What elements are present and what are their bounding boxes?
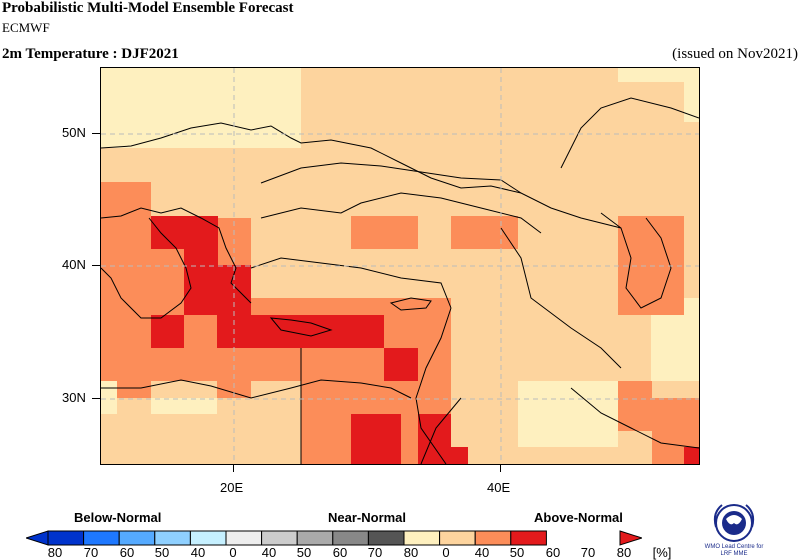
iraq-border — [500, 227, 622, 369]
legend-cell-below-1 — [83, 530, 120, 546]
levant-coast — [415, 307, 452, 464]
lat-label-30n: 30N — [62, 390, 86, 405]
coastlines — [101, 97, 699, 464]
orange-cell-anatolia-east — [451, 216, 518, 249]
lat-label-40n: 40N — [62, 257, 86, 272]
north-africa-coast — [101, 379, 412, 399]
legend-cell-below-0 — [47, 530, 85, 546]
red-cell-sicily — [151, 315, 184, 348]
legend-cell-above-2 — [474, 530, 512, 546]
legend-below-80: 80 — [47, 545, 63, 560]
caspian-coast — [600, 212, 672, 309]
legend-above-normal-label: Above-Normal — [534, 510, 623, 525]
wmo-logo-icon — [713, 504, 755, 542]
variable-label: 2m Temperature : DJF2021 — [2, 46, 179, 62]
legend-cell-above-0 — [403, 530, 441, 546]
legend-arrow-left — [26, 530, 49, 546]
orange-cell-anatolia-west — [351, 216, 418, 249]
orange-cell-gulf — [618, 381, 652, 431]
legend-cell-below-3 — [154, 530, 191, 546]
legend-below-70: 70 — [83, 545, 99, 560]
gulf-coast — [570, 387, 699, 449]
light-cell-libya — [151, 398, 217, 414]
orange-cell-tunisia — [117, 348, 151, 398]
legend-unit: [%] — [652, 545, 672, 560]
orange-cell-west-med — [101, 182, 151, 348]
light-cell-northeast — [618, 68, 699, 82]
lon-label-20e: 20E — [220, 480, 244, 495]
red-cell-tyrrhenian — [151, 216, 184, 249]
logo-caption: WMO Lead Centre for LRF MME — [700, 544, 768, 558]
red-cell-southeast — [684, 447, 699, 464]
forecast-map — [100, 67, 700, 465]
cyprus-island — [389, 297, 432, 311]
legend-near-80: 80 — [403, 545, 419, 560]
legend-above-40: 40 — [474, 545, 490, 560]
balkan-coast — [101, 207, 252, 304]
graticule — [101, 68, 699, 464]
legend-near-60: 60 — [332, 545, 348, 560]
red-cell-red-sea — [418, 447, 468, 464]
italy-coast — [101, 217, 192, 319]
kazakhstan-border — [560, 97, 699, 169]
legend-cell-above-1 — [439, 530, 476, 546]
legend-cell-near-1 — [261, 530, 298, 546]
orange-cell-libya-coast — [217, 381, 251, 398]
black-sea-north — [260, 162, 522, 194]
issued-date: (issued on Nov2021) — [672, 46, 798, 62]
legend-cell-near-0 — [225, 530, 263, 546]
legend-near-0: 0 — [229, 545, 237, 560]
legend-colorbar — [26, 530, 642, 546]
legend-below-60: 60 — [119, 545, 135, 560]
legend-cell-near-3 — [332, 530, 369, 546]
legend-arrow-right — [619, 530, 642, 546]
red-sea-coast — [420, 397, 462, 464]
logo-caption-line-1: WMO Lead Centre for — [704, 544, 764, 550]
black-sea-south — [260, 192, 542, 234]
above-normal-40-50-cells — [101, 68, 699, 447]
legend-cell-above-3 — [510, 530, 547, 546]
legend-cell-below-2 — [118, 530, 156, 546]
legend-near-normal-label: Near-Normal — [328, 510, 407, 525]
lat-tick-50n — [92, 133, 100, 134]
legend-above-70: 70 — [580, 545, 596, 560]
legend-near-50: 50 — [296, 545, 312, 560]
legend-cell-near-2 — [296, 530, 334, 546]
legend-cell-below-4 — [189, 530, 227, 546]
legend-below-normal-label: Below-Normal — [74, 510, 162, 525]
legend-cell-near-4 — [367, 530, 405, 546]
light-cell-east-edge — [684, 82, 699, 122]
logo-caption-line-2: LRF MME — [720, 551, 748, 557]
light-cell-north — [101, 68, 301, 148]
legend-above-60: 60 — [545, 545, 561, 560]
legend-below-50: 50 — [154, 545, 170, 560]
light-cell-west — [101, 381, 117, 414]
lon-tick-20e — [233, 464, 234, 472]
centre-name: ECMWF — [2, 20, 50, 35]
orange-cell-west-edge — [101, 348, 117, 381]
red-cell-ionian — [184, 265, 251, 315]
legend-below-40: 40 — [190, 545, 206, 560]
red-cell-levant — [384, 348, 418, 381]
anatolia-south — [250, 257, 452, 309]
red-cell-crete-sea — [217, 315, 384, 348]
lat-tick-40n — [92, 265, 100, 266]
lat-tick-30n — [92, 398, 100, 399]
legend-near-40: 40 — [261, 545, 277, 560]
legend-above-50: 50 — [509, 545, 525, 560]
page-title: Probabilistic Multi-Model Ensemble Forec… — [2, 0, 294, 16]
red-cell-nile — [351, 414, 401, 464]
lon-label-40e: 40E — [487, 480, 511, 495]
legend-near-70: 70 — [367, 545, 383, 560]
legend-above-80: 80 — [616, 545, 632, 560]
lat-label-50n: 50N — [62, 125, 86, 140]
light-cell-arabia — [518, 381, 618, 447]
crete-island — [269, 317, 333, 337]
legend-above-0: 0 — [442, 545, 450, 560]
legend-cells — [47, 530, 547, 546]
lon-tick-40e — [500, 464, 501, 472]
map-canvas — [101, 68, 699, 464]
